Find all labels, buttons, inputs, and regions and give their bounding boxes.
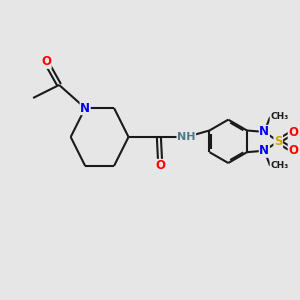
Text: O: O (41, 55, 51, 68)
Text: O: O (288, 144, 298, 157)
Text: O: O (288, 126, 298, 139)
Text: CH₃: CH₃ (270, 112, 288, 122)
Text: O: O (155, 159, 165, 172)
Text: CH₃: CH₃ (270, 161, 288, 170)
Text: N: N (260, 144, 269, 157)
Text: N: N (80, 102, 90, 115)
Text: N: N (260, 125, 269, 138)
Text: NH: NH (177, 132, 196, 142)
Text: S: S (274, 135, 283, 148)
